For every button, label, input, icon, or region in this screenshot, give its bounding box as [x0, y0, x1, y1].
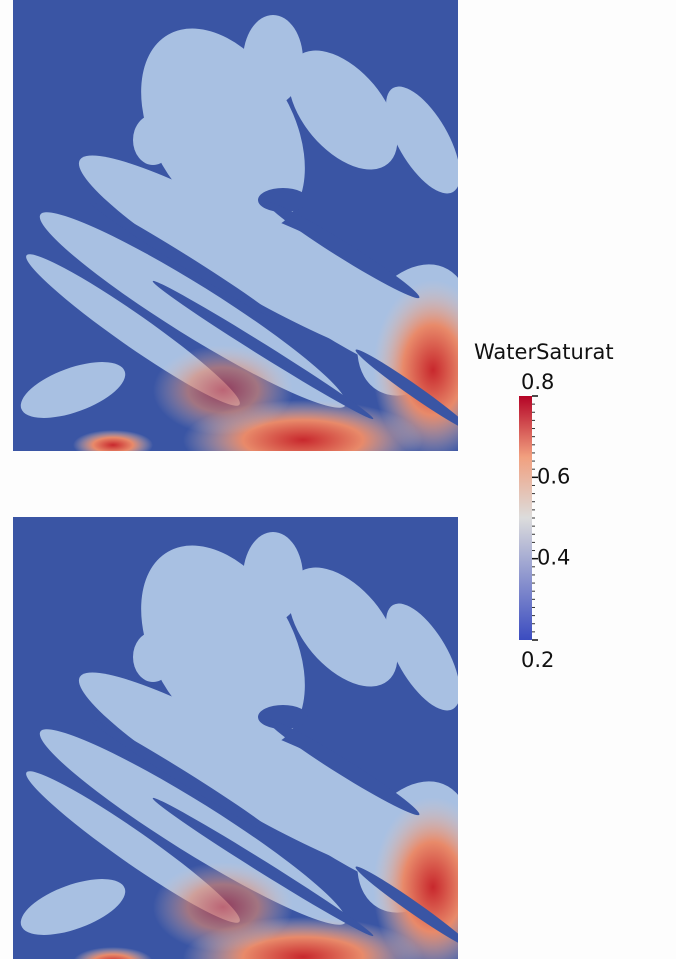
tick-label: 0.8	[521, 370, 554, 394]
tick-label: 0.2	[521, 648, 554, 672]
colorbar	[519, 396, 532, 640]
field-view-bottom	[13, 517, 500, 959]
field-view-top	[13, 0, 500, 480]
tick-label: 0.6	[537, 464, 570, 488]
colorbar-title: WaterSaturat	[474, 340, 614, 364]
tick-label: 0.4	[537, 546, 570, 570]
